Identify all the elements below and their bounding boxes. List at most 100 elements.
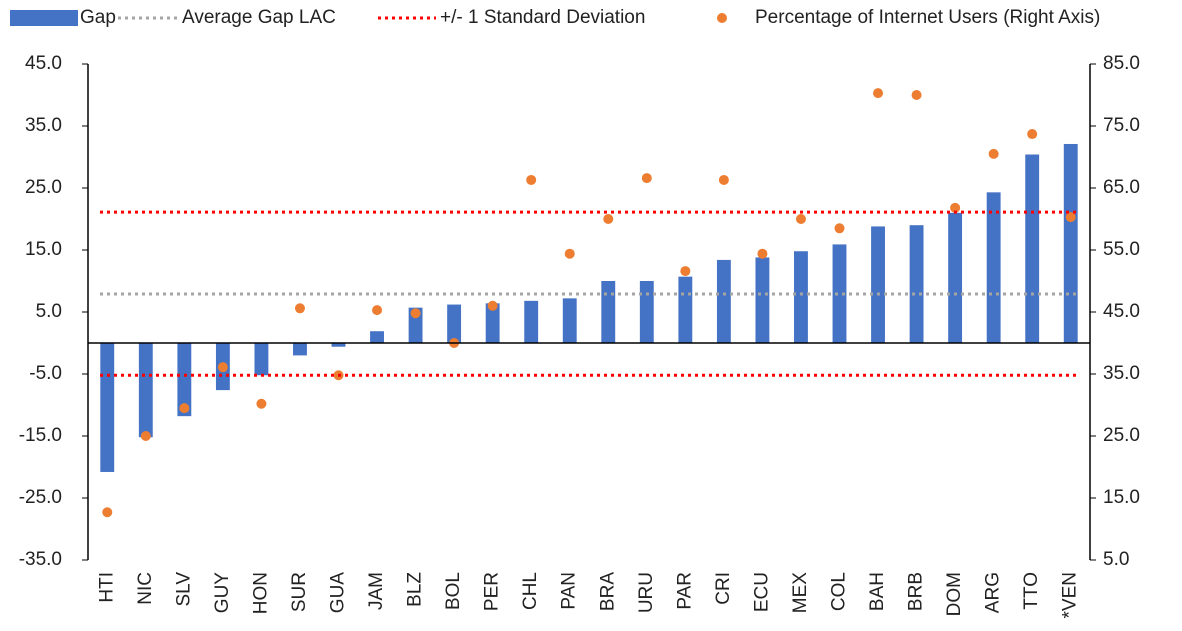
point <box>410 308 421 319</box>
point <box>102 507 113 518</box>
x-tick-label: URU <box>636 572 657 613</box>
x-tick-label: GUA <box>328 572 349 614</box>
legend-swatch <box>717 13 727 23</box>
bar <box>293 343 307 356</box>
y-tick-label: 45.0 <box>25 53 62 74</box>
bar <box>1025 154 1040 343</box>
bar <box>1063 143 1078 343</box>
bar <box>177 343 192 417</box>
x-tick-label: CRI <box>713 572 734 605</box>
x-tick-label: PAN <box>559 572 580 610</box>
x-tick-label: BRB <box>906 572 927 611</box>
x-tick-label: CHL <box>520 572 541 610</box>
x-tick-label: DOM <box>944 572 965 616</box>
legend-label: +/- 1 Standard Deviation <box>440 7 645 28</box>
y2-tick-label: 65.0 <box>1103 177 1140 198</box>
bar <box>524 300 539 343</box>
x-tick-label: HON <box>250 572 271 614</box>
y2-tick-label: 15.0 <box>1103 487 1140 508</box>
y-tick-label: -35.0 <box>19 549 62 570</box>
y-tick-label: -25.0 <box>19 487 62 508</box>
bar <box>331 343 346 347</box>
point <box>487 300 498 311</box>
bar <box>254 343 269 376</box>
point <box>603 214 614 224</box>
legend-label: Average Gap LAC <box>182 7 336 28</box>
y2-tick-label: 45.0 <box>1103 301 1140 322</box>
bar <box>138 343 153 438</box>
bar <box>755 257 770 343</box>
point <box>911 90 922 100</box>
legend-label: Gap <box>80 7 116 28</box>
x-tick-label: PER <box>482 572 503 611</box>
point <box>718 174 729 185</box>
bar <box>986 192 1001 343</box>
point <box>526 174 537 185</box>
bar <box>601 281 616 343</box>
y2-tick-label: 85.0 <box>1103 53 1140 74</box>
bar <box>562 298 577 343</box>
point <box>680 266 691 277</box>
bar <box>832 244 847 343</box>
bar <box>639 281 654 343</box>
bar <box>678 276 693 343</box>
x-tick-label: SUR <box>289 572 310 612</box>
legend-label: Percentage of Internet Users (Right Axis… <box>755 7 1100 28</box>
bar <box>871 226 885 343</box>
x-tick-label: HTI <box>96 572 117 603</box>
point <box>834 223 845 234</box>
y-tick-label: 25.0 <box>25 177 62 198</box>
point <box>641 173 652 184</box>
point <box>1065 212 1076 223</box>
point <box>256 398 267 409</box>
bar <box>794 251 808 343</box>
x-tick-label: BRA <box>597 572 618 611</box>
point <box>294 303 305 314</box>
point <box>873 88 884 99</box>
y-tick-label: 35.0 <box>25 115 62 136</box>
y2-tick-label: 25.0 <box>1103 425 1140 446</box>
y-tick-label: -5.0 <box>29 363 62 384</box>
point <box>988 148 999 159</box>
x-tick-label: ARG <box>983 572 1004 613</box>
bar <box>100 343 115 472</box>
x-tick-label: TTO <box>1021 572 1042 610</box>
x-tick-label: PAR <box>674 572 695 610</box>
point <box>564 248 575 259</box>
bar <box>485 303 500 343</box>
point <box>795 214 806 224</box>
y2-tick-label: 35.0 <box>1103 363 1140 384</box>
x-tick-label: COL <box>829 572 850 611</box>
x-tick-label: BLZ <box>405 572 426 607</box>
bar <box>447 304 462 343</box>
point <box>757 248 768 259</box>
y2-tick-label: 55.0 <box>1103 239 1140 260</box>
x-tick-label: JAM <box>366 572 387 610</box>
point <box>179 403 190 414</box>
y2-tick-label: 75.0 <box>1103 115 1140 136</box>
x-tick-label: ECU <box>751 572 772 612</box>
y-tick-label: 15.0 <box>25 239 62 260</box>
x-tick-label: GUY <box>212 572 233 614</box>
bar <box>716 259 731 343</box>
point <box>1027 129 1038 140</box>
y-tick-label: 5.0 <box>36 301 62 322</box>
bar <box>948 212 963 343</box>
bar <box>909 225 924 343</box>
point <box>372 305 383 316</box>
bar <box>370 331 384 343</box>
point <box>140 431 151 441</box>
x-tick-label: MEX <box>790 572 811 614</box>
legend-swatch <box>10 10 78 26</box>
point <box>217 362 228 373</box>
x-tick-label: *VEN <box>1060 572 1081 618</box>
y2-tick-label: 5.0 <box>1103 549 1129 570</box>
x-tick-label: BOL <box>443 572 464 610</box>
point <box>950 202 961 213</box>
x-tick-label: NIC <box>135 572 156 605</box>
y-tick-label: -15.0 <box>19 425 62 446</box>
x-tick-label: SLV <box>173 572 194 607</box>
x-tick-label: BAH <box>867 572 888 611</box>
